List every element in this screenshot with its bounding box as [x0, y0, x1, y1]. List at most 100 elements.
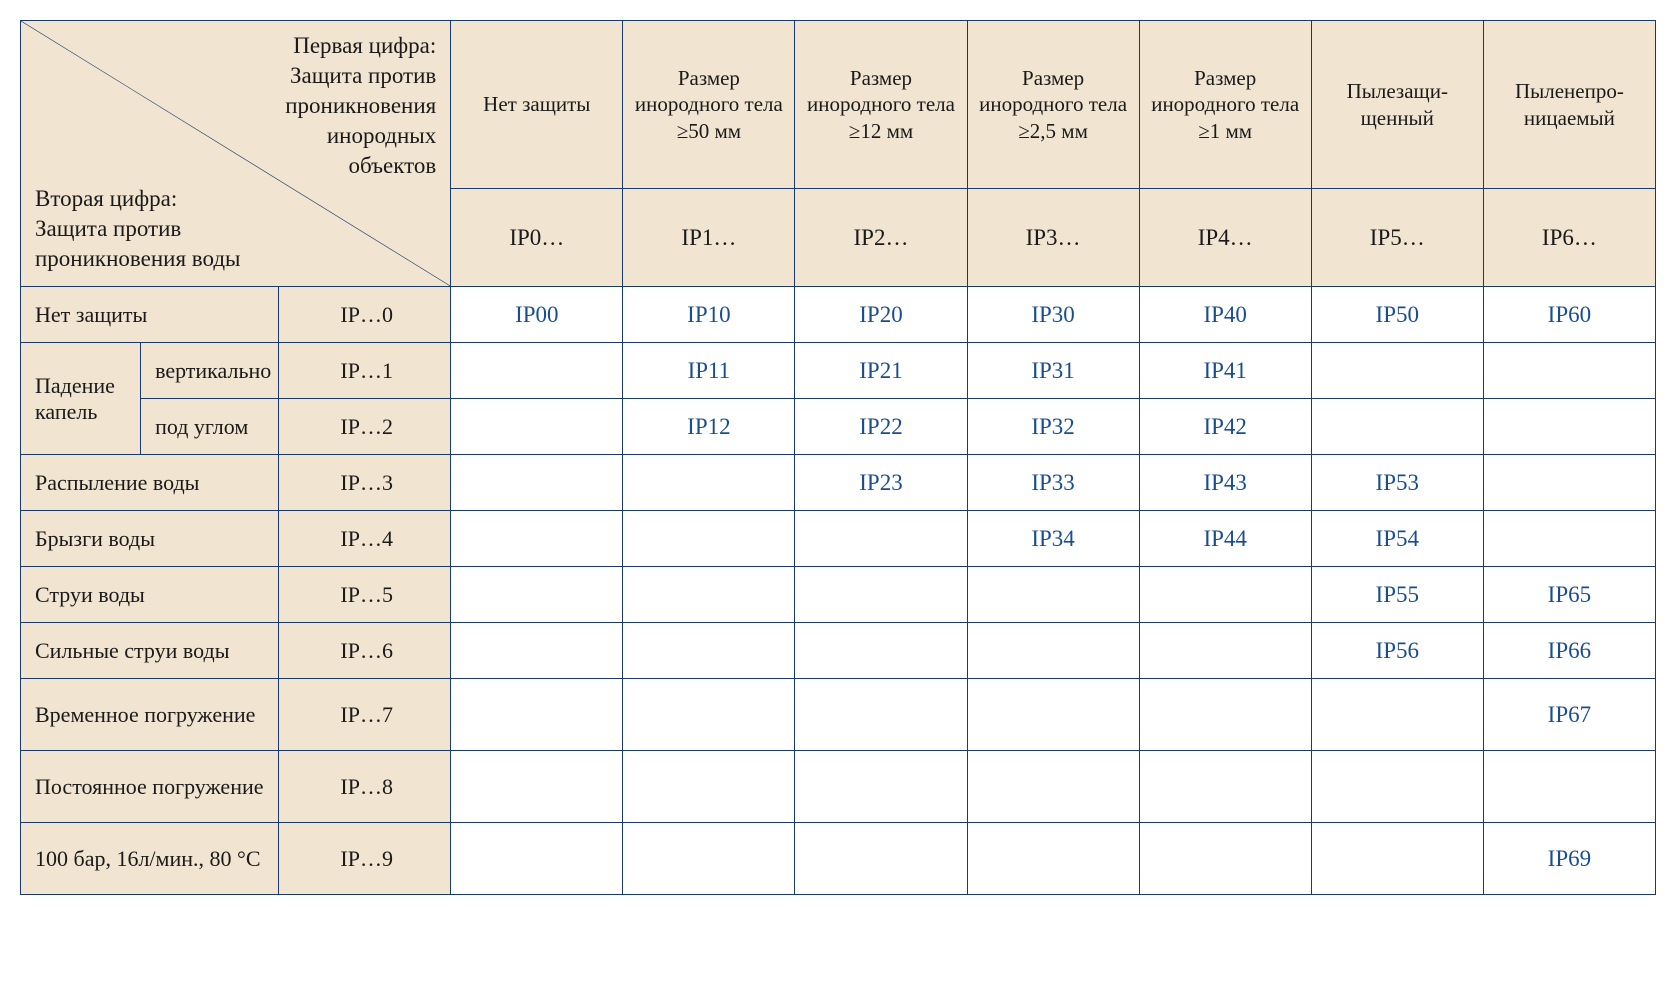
row-sub-label: под углом: [141, 399, 279, 455]
ip-value: IP40: [1139, 287, 1311, 343]
row-sub-label: вертикально: [141, 343, 279, 399]
table-row: под угломIP…2IP12IP22IP32IP42: [21, 399, 1656, 455]
ip-value: IP67: [1483, 679, 1655, 751]
row-code: IP…7: [279, 679, 451, 751]
ip-value: IP33: [967, 455, 1139, 511]
ip-value: IP55: [1311, 567, 1483, 623]
table-row: Нет защитыIP…0IP00IP10IP20IP30IP40IP50IP…: [21, 287, 1656, 343]
empty-cell: [795, 623, 967, 679]
empty-cell: [1139, 751, 1311, 823]
empty-cell: [623, 751, 795, 823]
second-digit-label: Вторая цифра:Защита противпроникновения …: [35, 184, 240, 274]
empty-cell: [967, 567, 1139, 623]
col-desc-3: Размер инородного тела ≥2,5 мм: [967, 21, 1139, 189]
table-row: Постоянное погружениеIP…8: [21, 751, 1656, 823]
empty-cell: [451, 399, 623, 455]
empty-cell: [1311, 399, 1483, 455]
empty-cell: [795, 751, 967, 823]
row-label: Распыление воды: [21, 455, 279, 511]
empty-cell: [795, 567, 967, 623]
empty-cell: [1483, 343, 1655, 399]
ip-value: IP22: [795, 399, 967, 455]
ip-value: IP43: [1139, 455, 1311, 511]
empty-cell: [795, 823, 967, 895]
ip-value: IP54: [1311, 511, 1483, 567]
table-row: Временное погружениеIP…7IP67: [21, 679, 1656, 751]
empty-cell: [1311, 823, 1483, 895]
col-code-0: IP0…: [451, 189, 623, 287]
empty-cell: [1311, 343, 1483, 399]
row-label: Струи воды: [21, 567, 279, 623]
table-row: Брызги водыIP…4 IP34IP44IP54: [21, 511, 1656, 567]
ip-value: IP20: [795, 287, 967, 343]
empty-cell: [1483, 399, 1655, 455]
ip-value: IP56: [1311, 623, 1483, 679]
empty-cell: [1139, 823, 1311, 895]
ip-value: IP00: [451, 287, 623, 343]
empty-cell: [1483, 455, 1655, 511]
empty-cell: [967, 823, 1139, 895]
empty-cell: [1483, 751, 1655, 823]
empty-cell: [795, 511, 967, 567]
empty-cell: [967, 679, 1139, 751]
ip-value: IP65: [1483, 567, 1655, 623]
empty-cell: [451, 623, 623, 679]
col-code-5: IP5…: [1311, 189, 1483, 287]
table-row: Сильные струи водыIP…6IP56IP66: [21, 623, 1656, 679]
empty-cell: [451, 823, 623, 895]
row-code: IP…2: [279, 399, 451, 455]
row-label: Сильные струи воды: [21, 623, 279, 679]
empty-cell: [623, 455, 795, 511]
empty-cell: [967, 623, 1139, 679]
ip-rating-table: Первая цифра:Защита противпроникновенияи…: [20, 20, 1656, 895]
ip-value: IP34: [967, 511, 1139, 567]
empty-cell: [451, 343, 623, 399]
table-row: Струи водыIP…5 IP55IP65: [21, 567, 1656, 623]
ip-value: IP32: [967, 399, 1139, 455]
first-digit-label: Первая цифра:Защита противпроникновенияи…: [285, 31, 436, 180]
empty-cell: [451, 511, 623, 567]
row-label: Постоянное погружение: [21, 751, 279, 823]
empty-cell: [1139, 623, 1311, 679]
col-desc-2: Размер инородного тела ≥12 мм: [795, 21, 967, 189]
row-code: IP…4: [279, 511, 451, 567]
col-code-6: IP6…: [1483, 189, 1655, 287]
col-desc-0: Нет защиты: [451, 21, 623, 189]
row-label: Нет защиты: [21, 287, 279, 343]
row-code: IP…1: [279, 343, 451, 399]
empty-cell: [1139, 679, 1311, 751]
ip-value: IP23: [795, 455, 967, 511]
col-code-2: IP2…: [795, 189, 967, 287]
ip-value: IP53: [1311, 455, 1483, 511]
row-label: Брызги воды: [21, 511, 279, 567]
empty-cell: [1483, 511, 1655, 567]
corner-cell: Первая цифра:Защита противпроникновенияи…: [21, 21, 451, 287]
ip-value: IP69: [1483, 823, 1655, 895]
col-desc-1: Размер инородного тела ≥50 мм: [623, 21, 795, 189]
ip-value: IP50: [1311, 287, 1483, 343]
row-code: IP…0: [279, 287, 451, 343]
ip-value: IP60: [1483, 287, 1655, 343]
row-label: 100 бар, 16л/мин., 80 °C: [21, 823, 279, 895]
row-code: IP…5: [279, 567, 451, 623]
empty-cell: [1311, 679, 1483, 751]
table-row: 100 бар, 16л/мин., 80 °CIP…9 IP69: [21, 823, 1656, 895]
col-code-3: IP3…: [967, 189, 1139, 287]
col-desc-5: Пылезащи­щенный: [1311, 21, 1483, 189]
row-code: IP…9: [279, 823, 451, 895]
table-row: Распыление водыIP…3 IP23IP33IP43IP53: [21, 455, 1656, 511]
ip-value: IP21: [795, 343, 967, 399]
ip-value: IP42: [1139, 399, 1311, 455]
ip-value: IP41: [1139, 343, 1311, 399]
empty-cell: [623, 567, 795, 623]
empty-cell: [795, 679, 967, 751]
ip-value: IP44: [1139, 511, 1311, 567]
empty-cell: [967, 751, 1139, 823]
ip-value: IP11: [623, 343, 795, 399]
row-group-label: Падение капель: [21, 343, 141, 455]
ip-value: IP10: [623, 287, 795, 343]
row-code: IP…3: [279, 455, 451, 511]
ip-value: IP31: [967, 343, 1139, 399]
empty-cell: [451, 679, 623, 751]
empty-cell: [1139, 567, 1311, 623]
